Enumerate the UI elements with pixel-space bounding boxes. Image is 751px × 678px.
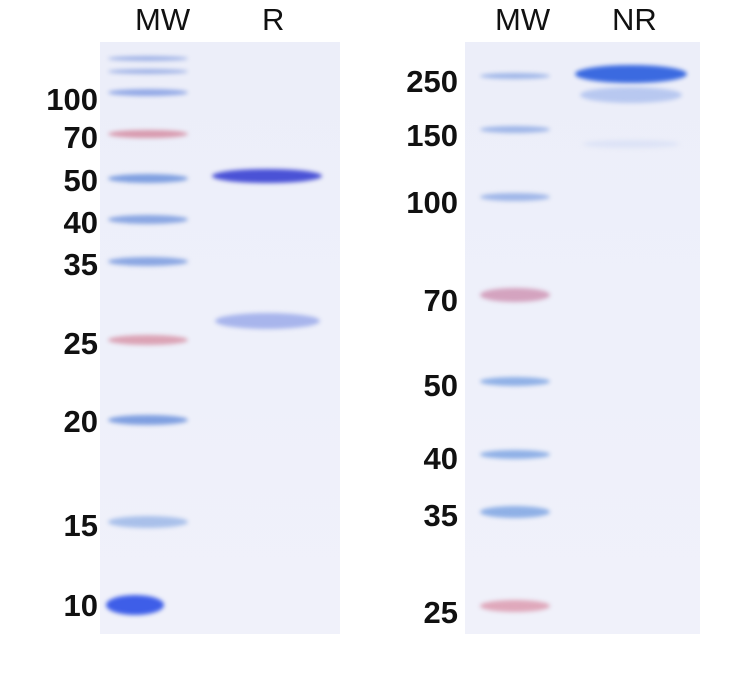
- ladder-band: [480, 288, 550, 302]
- ladder-band: [106, 595, 164, 615]
- marker-40: 40: [423, 441, 458, 476]
- marker-10: 10: [63, 588, 98, 623]
- gel-reduced: [100, 42, 340, 634]
- marker-70: 70: [423, 283, 458, 318]
- marker-25: 25: [423, 595, 458, 630]
- label-mw-left: MW: [135, 2, 191, 37]
- ladder-band: [108, 69, 188, 74]
- ladder-band: [108, 89, 188, 96]
- label-nr: NR: [612, 2, 657, 37]
- ladder-band: [480, 73, 550, 79]
- marker-70: 70: [63, 120, 98, 155]
- marker-150: 150: [406, 118, 458, 153]
- heavy-chain-band: [212, 169, 322, 183]
- marker-100: 100: [406, 185, 458, 220]
- ladder-band: [480, 126, 550, 133]
- ladder-band: [108, 516, 188, 528]
- ladder-band: [108, 335, 188, 345]
- nr-faint-band: [583, 140, 679, 148]
- ladder-band: [480, 193, 550, 201]
- marker-50: 50: [423, 368, 458, 403]
- marker-100: 100: [46, 82, 98, 117]
- marker-35: 35: [423, 498, 458, 533]
- ladder-band: [480, 506, 550, 518]
- ladder-band: [108, 174, 188, 183]
- ladder-band: [480, 450, 550, 459]
- ladder-band: [108, 215, 188, 224]
- gel-nonreduced: [465, 42, 700, 634]
- label-r: R: [262, 2, 285, 37]
- marker-20: 20: [63, 404, 98, 439]
- marker-35: 35: [63, 247, 98, 282]
- light-chain-band: [215, 313, 320, 329]
- ladder-band: [108, 56, 188, 61]
- ladder-band: [480, 600, 550, 612]
- nr-main-band: [575, 65, 687, 83]
- label-mw-right: MW: [495, 2, 551, 37]
- nr-minor-band: [580, 87, 682, 103]
- ladder-band: [108, 130, 188, 138]
- ladder-band: [480, 377, 550, 386]
- ladder-band: [108, 415, 188, 425]
- marker-50: 50: [63, 163, 98, 198]
- ladder-band: [108, 257, 188, 266]
- marker-25: 25: [63, 326, 98, 361]
- marker-250: 250: [406, 64, 458, 99]
- marker-40: 40: [63, 205, 98, 240]
- marker-15: 15: [63, 508, 98, 543]
